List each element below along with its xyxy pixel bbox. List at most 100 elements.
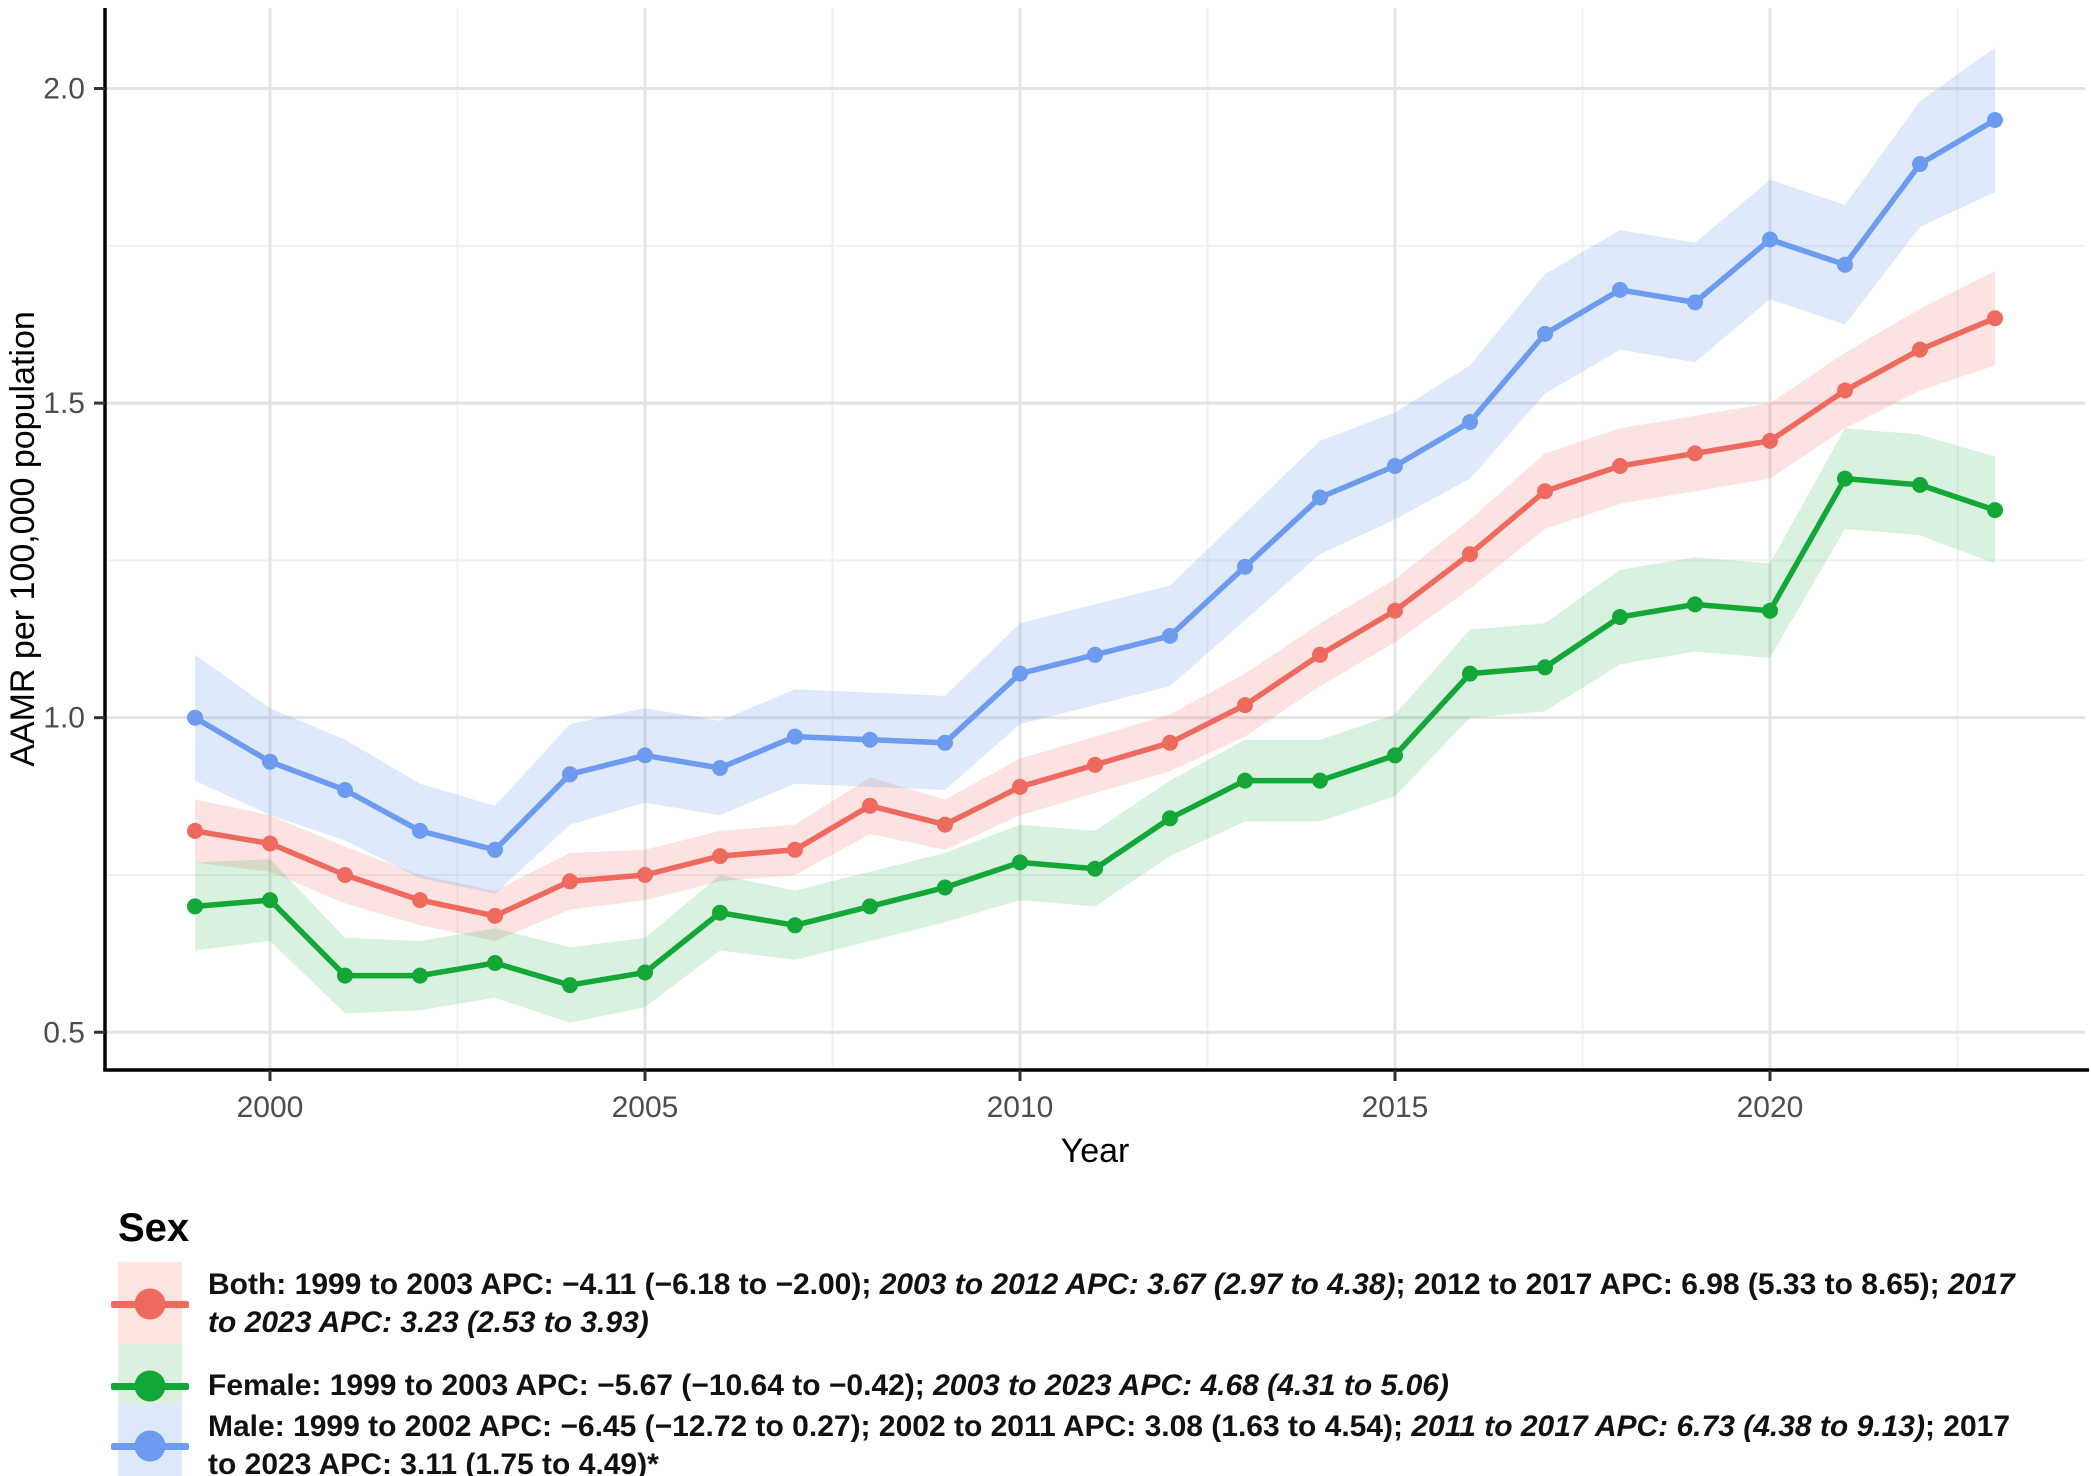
- data-point-female: [1162, 810, 1178, 827]
- data-point-both: [1237, 697, 1253, 714]
- x-tick-label: 2000: [237, 1091, 304, 1124]
- legend-key-both: [111, 1262, 189, 1346]
- data-point-both: [712, 848, 728, 865]
- data-point-female: [1462, 665, 1478, 682]
- data-point-female: [337, 967, 353, 984]
- data-point-both: [412, 892, 428, 909]
- data-point-both: [1387, 602, 1403, 619]
- data-point-male: [712, 760, 728, 776]
- legend-segment: Male: 1999 to 2002 APC: −6.45 (−12.72 to…: [208, 1410, 1412, 1443]
- data-point-both: [787, 841, 803, 858]
- data-point-female: [1762, 602, 1778, 619]
- legend-key-dot: [134, 1370, 166, 1402]
- data-point-female: [937, 879, 953, 896]
- data-point-both: [1912, 341, 1928, 358]
- data-point-both: [1162, 734, 1178, 751]
- data-point-male: [1237, 558, 1253, 575]
- data-point-female: [1912, 476, 1928, 493]
- legend-key-dot: [134, 1430, 166, 1462]
- data-point-both: [1312, 646, 1328, 663]
- data-point-both: [1537, 483, 1553, 500]
- data-point-female: [1687, 596, 1703, 613]
- y-tick-label: 1.0: [43, 702, 85, 735]
- data-point-both: [1837, 382, 1853, 399]
- y-tick-label: 0.5: [43, 1016, 85, 1049]
- data-point-female: [1537, 659, 1553, 676]
- x-tick-label: 2010: [987, 1091, 1054, 1124]
- data-point-male: [1912, 156, 1928, 172]
- y-tick-label: 1.5: [43, 387, 85, 420]
- data-point-both: [1687, 445, 1703, 462]
- legend-label-both: Both: 1999 to 2003 APC: −4.11 (−6.18 to …: [208, 1266, 2038, 1342]
- legend-key-dot: [134, 1288, 166, 1320]
- legend-segment: Both: 1999 to 2003 APC: −4.11 (−6.18 to …: [208, 1268, 880, 1301]
- legend: Sex Both: 1999 to 2003 APC: −4.11 (−6.18…: [111, 1206, 2038, 1476]
- data-point-female: [1612, 609, 1628, 625]
- data-point-male: [1462, 414, 1478, 430]
- data-point-female: [787, 917, 803, 934]
- data-point-male: [1387, 458, 1403, 474]
- data-point-female: [1387, 747, 1403, 764]
- legend-title: Sex: [118, 1206, 190, 1250]
- data-point-both: [637, 867, 653, 883]
- data-point-male: [562, 766, 578, 783]
- data-point-female: [1987, 502, 2003, 519]
- legend-segment: 2011 to 2017 APC: 6.73 (4.38 to 9.13): [1411, 1410, 1925, 1443]
- data-point-male: [1612, 281, 1628, 298]
- legend-segment: ; 2017 to 2023 APC: 3.11 (1.75 to 4.49)*: [208, 1410, 2011, 1476]
- x-tick-label: 2015: [1362, 1091, 1429, 1124]
- x-tick-label: 2005: [612, 1091, 679, 1124]
- data-point-female: [1087, 860, 1103, 877]
- data-point-both: [187, 822, 203, 839]
- data-point-both: [862, 797, 878, 814]
- data-point-female: [712, 904, 728, 921]
- data-point-male: [787, 728, 803, 745]
- data-point-both: [562, 873, 578, 890]
- data-point-male: [862, 731, 878, 748]
- data-point-both: [262, 835, 278, 852]
- ci-ribbon-both: [195, 271, 1995, 941]
- data-point-both: [937, 816, 953, 833]
- legend-item-both: Both: 1999 to 2003 APC: −4.11 (−6.18 to …: [111, 1262, 2038, 1346]
- data-point-both: [1012, 778, 1028, 795]
- data-point-male: [1762, 231, 1778, 248]
- legend-label-female: Female: 1999 to 2003 APC: −5.67 (−10.64 …: [208, 1367, 1449, 1405]
- data-point-both: [487, 907, 503, 924]
- data-point-both: [337, 867, 353, 883]
- legend-segment: Female: 1999 to 2003 APC: −5.67 (−10.64 …: [208, 1369, 934, 1402]
- data-point-both: [1612, 458, 1628, 474]
- legend-segment: 2017 to 2023 APC: 3.23 (2.53 to 3.93): [208, 1268, 2015, 1339]
- data-point-male: [262, 753, 278, 770]
- data-point-female: [1237, 772, 1253, 789]
- data-point-male: [1087, 646, 1103, 663]
- data-point-both: [1462, 546, 1478, 563]
- x-tick-label: 2020: [1737, 1091, 1804, 1124]
- data-point-female: [562, 977, 578, 994]
- data-point-male: [337, 782, 353, 798]
- legend-segment: 2003 to 2012 APC: 3.67 (2.97 to 4.38): [879, 1268, 1396, 1301]
- data-point-male: [637, 747, 653, 764]
- aamr-trend-chart: 2000 2005 2010 2015 2020 0.5 1.0 1.5 2.0 Year AAMR…: [4, 8, 2089, 1170]
- data-point-female: [1837, 470, 1853, 487]
- legend-segment: 2003 to 2023 APC: 4.68 (4.31 to 5.06): [933, 1369, 1449, 1402]
- data-point-male: [1312, 489, 1328, 506]
- data-point-male: [1012, 665, 1028, 682]
- legend-label-male: Male: 1999 to 2002 APC: −6.45 (−12.72 to…: [208, 1408, 2038, 1476]
- data-point-male: [412, 822, 428, 839]
- data-point-male: [487, 841, 503, 858]
- data-point-male: [1687, 294, 1703, 311]
- ci-ribbon-female: [195, 428, 1995, 1023]
- legend-item-male: Male: 1999 to 2002 APC: −6.45 (−12.72 to…: [111, 1404, 2038, 1476]
- x-axis-title: Year: [1061, 1132, 1130, 1170]
- data-point-female: [187, 898, 203, 915]
- data-point-female: [1312, 772, 1328, 789]
- data-point-male: [1987, 112, 2003, 128]
- data-point-male: [937, 734, 953, 751]
- data-point-female: [412, 967, 428, 984]
- data-point-female: [487, 955, 503, 971]
- data-point-male: [1837, 256, 1853, 273]
- data-point-both: [1762, 432, 1778, 449]
- y-tick-label: 2.0: [43, 73, 85, 106]
- data-point-female: [637, 964, 653, 981]
